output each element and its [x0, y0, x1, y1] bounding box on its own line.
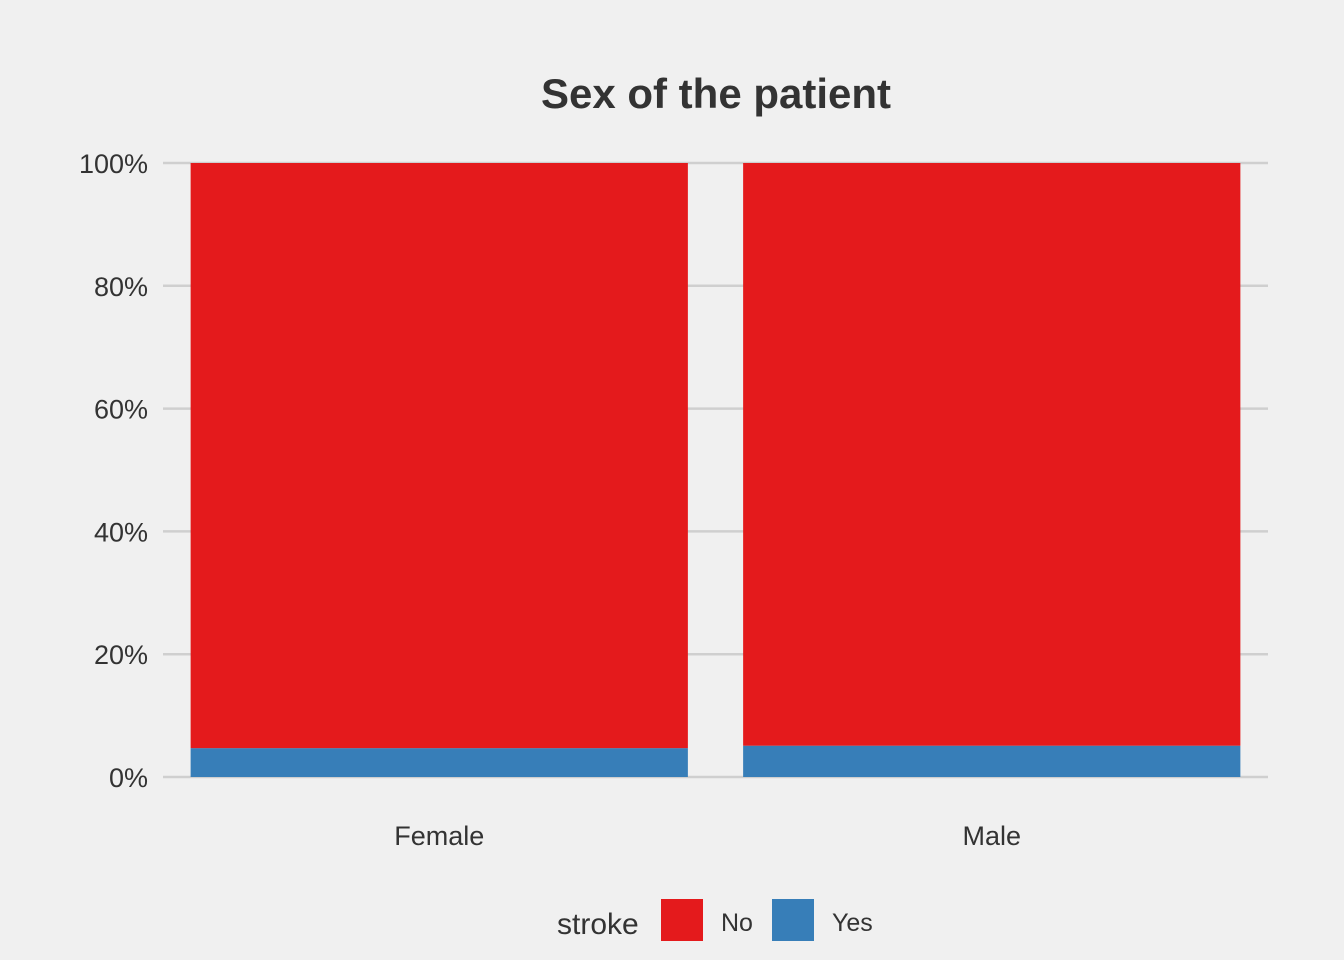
legend-label-no: No: [721, 909, 753, 937]
legend-swatch-yes: [772, 899, 814, 941]
legend-swatch-no: [661, 899, 703, 941]
legend-title: stroke: [557, 908, 639, 941]
y-tick-label: 0%: [109, 763, 148, 793]
legend: stroke No Yes: [557, 899, 873, 941]
y-tick-label: 40%: [94, 517, 148, 547]
bar-male-yes: [743, 745, 1241, 777]
x-tick-label: Female: [394, 821, 484, 851]
y-axis-tick-labels: 0% 20% 40% 60% 80% 100%: [79, 149, 148, 793]
y-tick-label: 60%: [94, 395, 148, 425]
y-tick-label: 100%: [79, 149, 148, 179]
bar-female-no: [190, 163, 688, 749]
bar-female-yes: [190, 748, 688, 777]
x-axis-tick-labels: Female Male: [394, 821, 1021, 851]
y-tick-label: 80%: [94, 272, 148, 302]
chart-title: Sex of the patient: [541, 70, 891, 117]
bar-male-no: [743, 163, 1241, 746]
legend-label-yes: Yes: [832, 909, 873, 937]
bars: [190, 163, 1241, 777]
y-tick-label: 20%: [94, 640, 148, 670]
x-tick-label: Male: [962, 821, 1021, 851]
legend-items: No Yes: [661, 899, 873, 941]
